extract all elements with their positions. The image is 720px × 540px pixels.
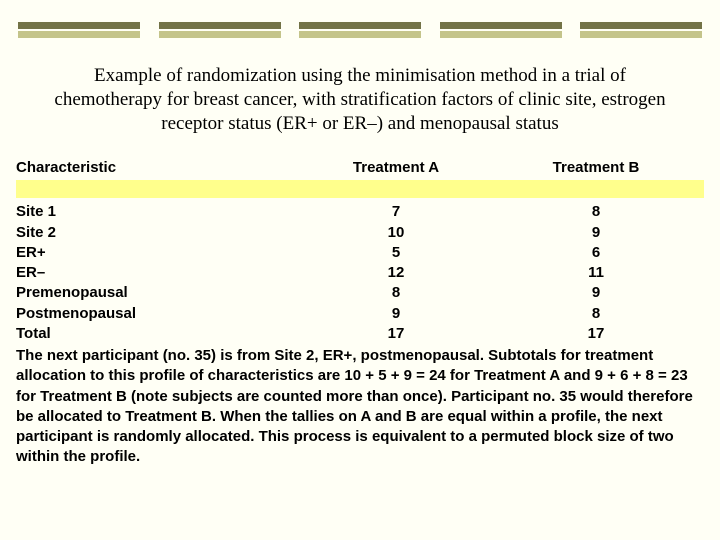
row-value-b: 17 [496, 324, 696, 344]
header-characteristic: Characteristic [16, 159, 296, 176]
table-row: ER– 12 11 [16, 263, 704, 283]
row-value-a: 17 [296, 324, 496, 344]
row-value-a: 5 [296, 243, 496, 263]
row-value-a: 8 [296, 283, 496, 303]
table-region: Characteristic Treatment A Treatment B S… [0, 153, 720, 467]
bar-group [440, 22, 562, 38]
row-value-a: 9 [296, 304, 496, 324]
row-value-b: 6 [496, 243, 696, 263]
table-header-row: Characteristic Treatment A Treatment B [16, 159, 704, 180]
table-row: Postmenopausal 9 8 [16, 304, 704, 324]
row-value-a: 10 [296, 223, 496, 243]
table-row-total: Total 17 17 [16, 324, 704, 344]
bar-group [159, 22, 281, 38]
row-label: Site 2 [16, 223, 296, 243]
row-label: Total [16, 324, 296, 344]
row-value-b: 9 [496, 223, 696, 243]
row-value-b: 9 [496, 283, 696, 303]
highlight-strip [16, 180, 704, 198]
row-value-b: 8 [496, 202, 696, 222]
row-value-a: 7 [296, 202, 496, 222]
header-treatment-b: Treatment B [496, 159, 696, 176]
slide-title: Example of randomization using the minim… [0, 38, 720, 153]
row-value-b: 11 [496, 263, 696, 283]
decorative-top-bars [0, 0, 720, 38]
table-row: Site 2 10 9 [16, 223, 704, 243]
table-row: ER+ 5 6 [16, 243, 704, 263]
footnote-text: The next participant (no. 35) is from Si… [16, 344, 704, 468]
row-value-b: 8 [496, 304, 696, 324]
header-treatment-a: Treatment A [296, 159, 496, 176]
row-label: Site 1 [16, 202, 296, 222]
row-label: ER+ [16, 243, 296, 263]
row-label: Postmenopausal [16, 304, 296, 324]
bar-group [18, 22, 140, 38]
row-value-a: 12 [296, 263, 496, 283]
bar-group [580, 22, 702, 38]
bar-group [299, 22, 421, 38]
table-row: Site 1 7 8 [16, 202, 704, 222]
row-label: Premenopausal [16, 283, 296, 303]
table-row: Premenopausal 8 9 [16, 283, 704, 303]
row-label: ER– [16, 263, 296, 283]
